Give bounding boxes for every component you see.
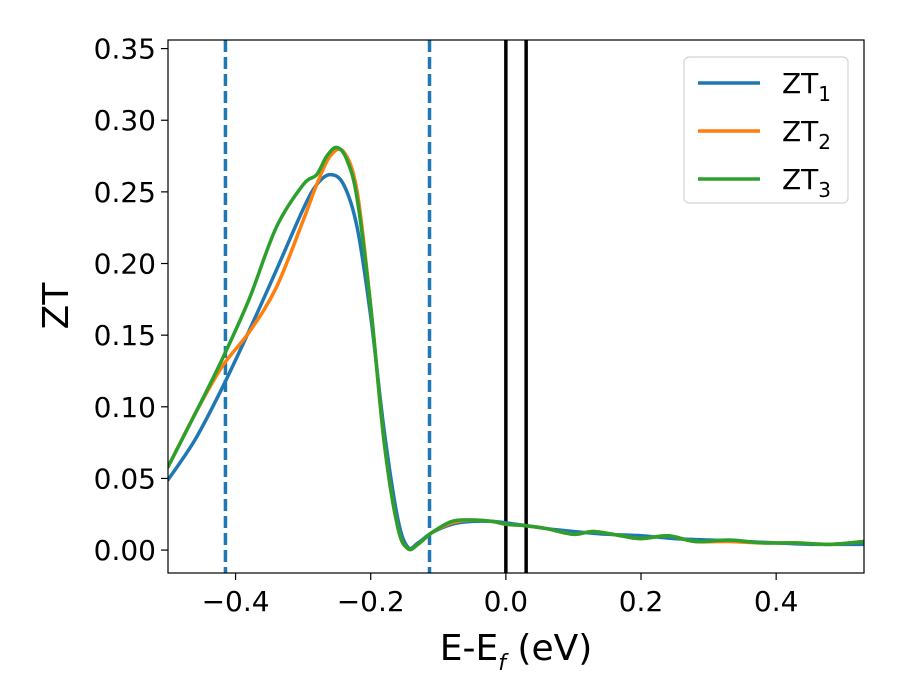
x-axis-label-sub: f [498,651,509,676]
legend-label: ZT1 [782,67,831,106]
legend-box [683,56,849,204]
y-tick-label: 0.10 [94,391,156,424]
legend-label-sub: 3 [818,178,831,202]
x-tick-label: 0.4 [754,585,799,618]
x-axis-label-rest: (eV) [506,628,592,669]
x-tick-label: 0.0 [484,585,529,618]
legend-label-sub: 2 [818,130,831,154]
legend-label-main: ZT [782,67,819,100]
y-tick-label: 0.15 [94,319,156,352]
plot-frame [167,39,865,574]
y-tick-label: 0.25 [94,176,156,209]
y-tick-label: 0.05 [94,462,156,495]
y-axis-label: ZT [36,282,77,330]
reference-lines [223,40,528,573]
x-tick-label: −0.4 [202,585,270,618]
legend-label: ZT2 [782,115,831,154]
legend-label-main: ZT [782,163,819,196]
x-tick-label: 0.2 [619,585,664,618]
x-axis-label: E-Ef (eV) [440,628,593,676]
y-tick-label: 0.30 [94,104,156,137]
legend-label-main: ZT [782,115,819,148]
series-line-zt3 [168,145,864,552]
x-tick-label: −0.2 [337,585,405,618]
y-tick-label: 0.20 [94,248,156,281]
series-lines [168,145,864,552]
y-axis-ticks: 0.00 0.05 0.10 0.15 0.20 0.25 0.30 0.35 [94,33,168,567]
y-tick-label: 0.35 [94,33,156,66]
x-axis-ticks: −0.4 −0.2 0.0 0.2 0.4 [202,573,799,618]
legend-label: ZT3 [782,163,831,202]
x-axis-label-main: E-E [440,628,498,669]
legend-label-sub: 1 [818,82,831,106]
y-tick-label: 0.00 [94,534,156,567]
